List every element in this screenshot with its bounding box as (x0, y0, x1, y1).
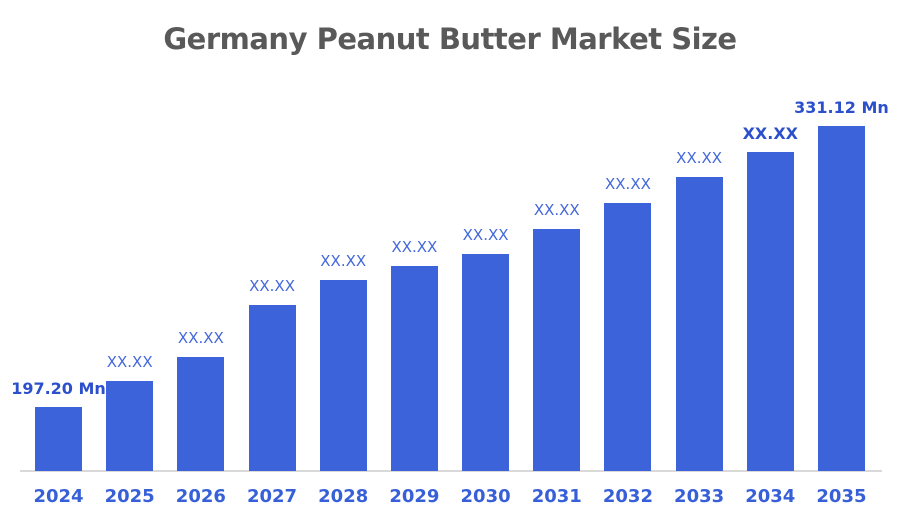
bar-2035 (817, 126, 865, 471)
x-tick-label-2035: 2035 (816, 486, 867, 507)
bar-2026 (177, 357, 225, 471)
bar-value-label-2025: XX.XX (106, 353, 153, 371)
x-tick-label-2030: 2030 (460, 486, 511, 507)
x-tick-label-2033: 2033 (674, 486, 725, 507)
bar-value-label-2030: XX.XX (462, 226, 509, 244)
bar-value-label-2033: XX.XX (676, 149, 723, 167)
bar-2027 (248, 305, 296, 471)
bar-value-label-2031: XX.XX (533, 201, 580, 219)
bar-2034 (746, 152, 794, 471)
bar-2031 (533, 229, 581, 471)
bar-value-label-2035: 331.12 Mn (794, 98, 889, 117)
x-tick-label-2029: 2029 (389, 486, 440, 507)
bar-value-label-2027: XX.XX (249, 277, 295, 295)
bar-value-label-2024: 197.20 Mn (11, 379, 106, 398)
x-tick-label-2032: 2032 (602, 486, 653, 507)
bar-2025 (106, 381, 154, 471)
x-tick-label-2026: 2026 (175, 486, 226, 507)
bar-2028 (319, 280, 367, 471)
x-tick-label-2024: 2024 (33, 486, 84, 507)
bar-2032 (604, 203, 652, 471)
bar-2030 (462, 254, 510, 471)
bar-value-label-2032: XX.XX (605, 175, 651, 193)
x-tick-label-2031: 2031 (531, 486, 582, 507)
bar-value-label-2029: XX.XX (391, 238, 438, 256)
bar-value-label-2034: XX.XX (742, 124, 798, 143)
x-axis-line (20, 470, 882, 472)
bar-2024 (35, 407, 82, 471)
bar-2029 (390, 266, 438, 471)
x-tick-label-2028: 2028 (318, 486, 369, 507)
bar-value-label-2028: XX.XX (320, 252, 367, 270)
bar-value-label-2026: XX.XX (177, 329, 224, 347)
chart-title: Germany Peanut Butter Market Size (163, 22, 737, 56)
bar-2033 (675, 177, 723, 471)
x-tick-label-2025: 2025 (104, 486, 155, 507)
x-tick-label-2027: 2027 (246, 486, 298, 507)
x-tick-label-2034: 2034 (745, 486, 796, 507)
